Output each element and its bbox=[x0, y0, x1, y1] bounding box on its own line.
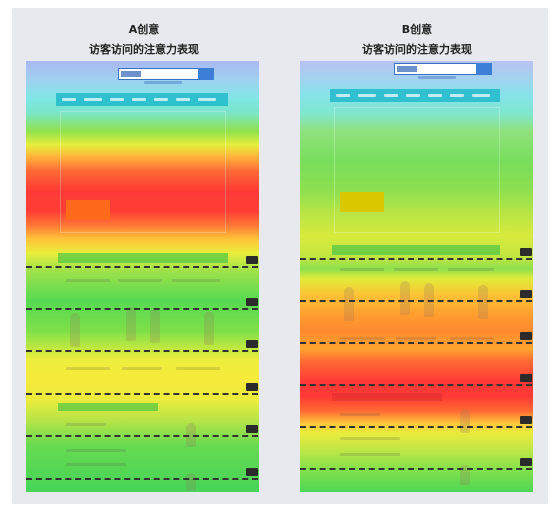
text-line-b5 bbox=[396, 337, 436, 340]
fold-badge-b4 bbox=[520, 374, 532, 382]
figure-b5 bbox=[460, 409, 470, 433]
search-hint-a bbox=[144, 81, 182, 84]
text-line-a1 bbox=[66, 279, 110, 282]
figure-b6 bbox=[460, 465, 470, 485]
fold-line-b6 bbox=[300, 468, 532, 470]
text-line-a3 bbox=[172, 279, 220, 282]
panel-b-title: B创意 bbox=[401, 23, 433, 36]
fold-badge-a4 bbox=[246, 383, 258, 391]
figure-a3 bbox=[150, 309, 160, 343]
fold-line-a5 bbox=[26, 435, 258, 437]
heatmap-overlay-b bbox=[300, 61, 533, 492]
fold-badge-a6 bbox=[246, 468, 258, 476]
search-bar-a bbox=[118, 68, 214, 80]
text-line-a9 bbox=[66, 463, 126, 466]
fold-badge-b3 bbox=[520, 332, 532, 340]
search-tag-a bbox=[121, 71, 141, 77]
section-header-a2 bbox=[58, 403, 158, 411]
text-line-b7 bbox=[340, 413, 380, 416]
text-line-b9 bbox=[340, 453, 400, 456]
fold-line-a3 bbox=[26, 350, 258, 352]
text-line-a8 bbox=[66, 449, 126, 452]
fold-badge-b2 bbox=[520, 290, 532, 298]
figure-a1 bbox=[70, 313, 80, 347]
text-line-b6 bbox=[450, 337, 494, 340]
search-button-b bbox=[476, 63, 492, 75]
search-tag-b bbox=[397, 66, 417, 72]
section-header-a1 bbox=[58, 253, 228, 263]
fold-line-b4 bbox=[300, 384, 532, 386]
text-line-b3 bbox=[448, 268, 494, 271]
text-line-a5 bbox=[122, 367, 162, 370]
section-header-b1 bbox=[332, 245, 500, 255]
heatmap-panel-b bbox=[300, 61, 533, 492]
search-bar-b bbox=[394, 63, 492, 75]
panel-a-title: A创意 bbox=[128, 23, 160, 36]
fold-badge-b5 bbox=[520, 416, 532, 424]
fold-line-a4 bbox=[26, 393, 258, 395]
text-line-b8 bbox=[340, 437, 400, 440]
heatmap-overlay-a bbox=[26, 61, 259, 492]
hero-area-a bbox=[60, 111, 226, 233]
section-header-b2 bbox=[332, 393, 442, 401]
cta-button-a bbox=[66, 200, 110, 220]
figure-b4 bbox=[478, 285, 488, 319]
text-line-b4 bbox=[340, 337, 384, 340]
fold-badge-b1 bbox=[520, 248, 532, 256]
fold-badge-a1 bbox=[246, 256, 258, 264]
fold-line-a6 bbox=[26, 478, 258, 480]
fold-line-b1 bbox=[300, 258, 532, 260]
hero-area-b bbox=[334, 107, 500, 233]
panel-a-subtitle: 访客访问的注意力表现 bbox=[89, 43, 199, 56]
figure-a4 bbox=[204, 311, 214, 345]
cta-button-b bbox=[340, 192, 384, 212]
fold-badge-a5 bbox=[246, 425, 258, 433]
fold-line-b2 bbox=[300, 300, 532, 302]
text-line-b1 bbox=[340, 268, 384, 271]
text-line-a7 bbox=[66, 423, 106, 426]
text-line-a6 bbox=[176, 367, 220, 370]
fold-badge-a2 bbox=[246, 298, 258, 306]
fold-badge-b6 bbox=[520, 458, 532, 466]
fold-line-b5 bbox=[300, 426, 532, 428]
panel-b-subtitle: 访客访问的注意力表现 bbox=[362, 43, 472, 56]
fold-badge-a3 bbox=[246, 340, 258, 348]
search-hint-b bbox=[418, 76, 456, 79]
navbar-a bbox=[56, 93, 228, 106]
fold-line-a2 bbox=[26, 308, 258, 310]
search-button-a bbox=[198, 68, 214, 80]
text-line-a2 bbox=[118, 279, 162, 282]
figure-a6 bbox=[186, 473, 196, 491]
text-line-a4 bbox=[66, 367, 110, 370]
fold-line-b3 bbox=[300, 342, 532, 344]
figure-b2 bbox=[400, 281, 410, 315]
navbar-b bbox=[330, 89, 500, 102]
figure-a2 bbox=[126, 307, 136, 341]
heatmap-panel-a bbox=[26, 61, 259, 492]
figure-b1 bbox=[344, 287, 354, 321]
fold-line-a1 bbox=[26, 266, 258, 268]
text-line-b2 bbox=[394, 268, 438, 271]
